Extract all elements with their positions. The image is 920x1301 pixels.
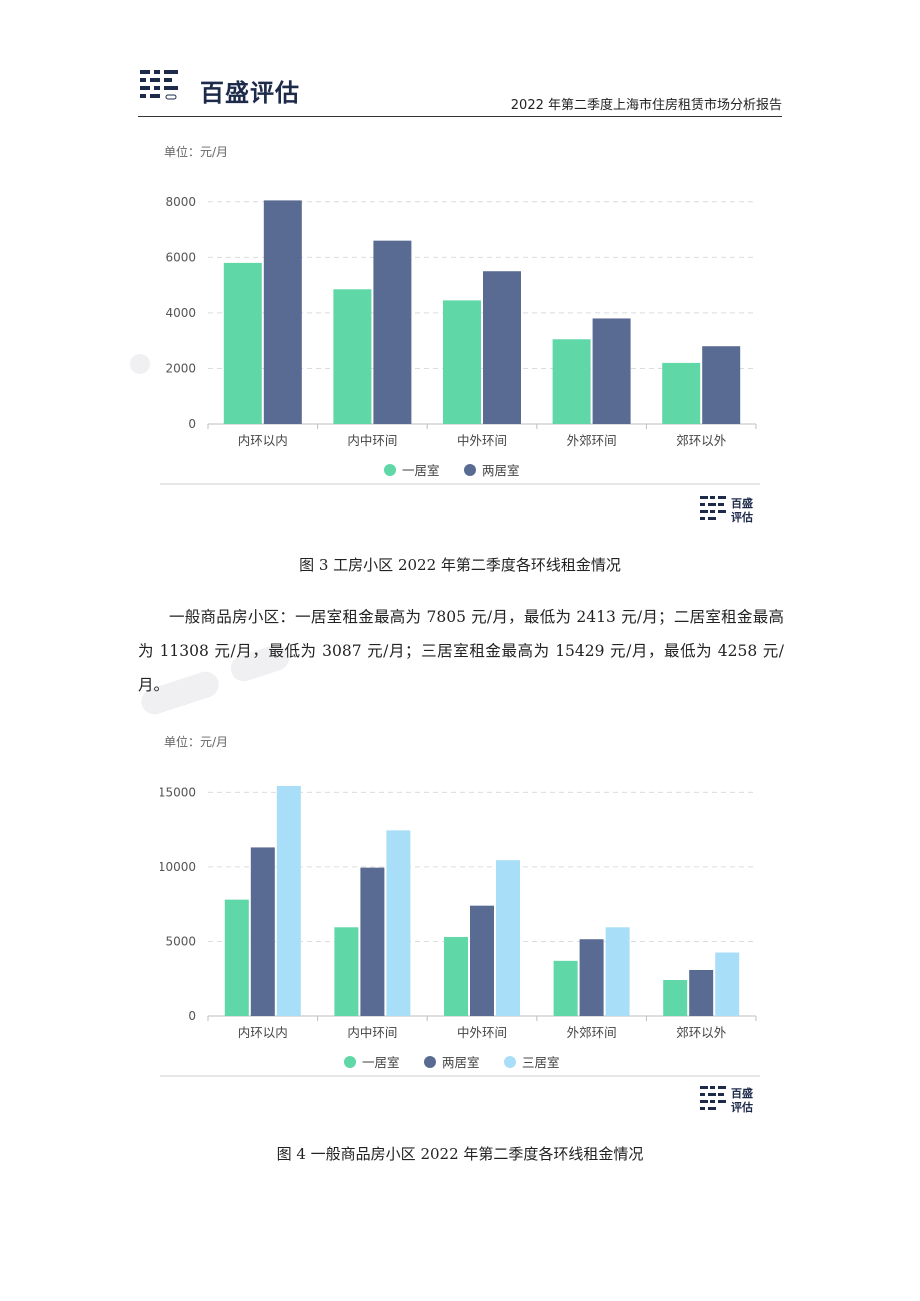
bar [263, 200, 302, 424]
logo-mark [710, 1086, 715, 1089]
logo-mark [718, 496, 726, 499]
bar [662, 362, 701, 424]
y-tick-label: 5000 [165, 934, 196, 948]
bar [223, 262, 262, 424]
legend-label: 三居室 [522, 1055, 560, 1070]
brand-logo-icon [140, 70, 178, 100]
bar [470, 905, 494, 1016]
legend-swatch [424, 1056, 436, 1068]
x-category-label: 外郊环间 [567, 1025, 617, 1040]
logo-text-bottom: 评估 [731, 1100, 753, 1114]
bar [496, 860, 520, 1016]
bar [386, 830, 411, 1016]
logo-mark [718, 503, 724, 506]
logo-text-bottom: 评估 [731, 510, 753, 524]
bar [250, 847, 275, 1016]
logo-mark [718, 1093, 724, 1096]
logo-mark [700, 1086, 708, 1089]
bar [443, 300, 481, 424]
y-tick-label: 6000 [165, 250, 196, 264]
bar [592, 318, 631, 424]
figure-caption-4: 图 4 一般商品房小区 2022 年第二季度各环线租金情况 [276, 1145, 644, 1163]
y-tick-label: 0 [188, 1009, 196, 1023]
logo-mark [700, 1100, 708, 1103]
y-tick-label: 15000 [160, 785, 196, 799]
logo-mark [700, 510, 708, 513]
legend-label: 一居室 [362, 1055, 400, 1070]
bar [333, 289, 372, 424]
figure-caption-3: 图 3 工房小区 2022 年第二季度各环线租金情况 [299, 556, 621, 574]
x-category-label: 内环以内 [238, 433, 288, 448]
logo-mark [700, 496, 708, 499]
bar [334, 927, 359, 1016]
y-tick-label: 2000 [165, 361, 196, 375]
logo-mark [710, 510, 715, 513]
bar [553, 960, 578, 1016]
x-category-label: 中外环间 [457, 433, 507, 448]
y-tick-label: 4000 [165, 306, 196, 320]
bar [689, 969, 714, 1016]
y-tick-label: 8000 [165, 195, 196, 209]
unit-label: 单位：元/月 [164, 144, 228, 159]
logo-mark [718, 1100, 726, 1103]
x-category-label: 外郊环间 [567, 433, 617, 448]
logo-mark [700, 1107, 705, 1110]
chart-workers-housing: 单位：元/月 0 2000 4000 6000 8000 内环以内 内中环间 中外环间 外郊环间 郊… [160, 138, 760, 528]
bar [663, 980, 688, 1016]
legend-swatch [504, 1056, 516, 1068]
legend-label: 两居室 [442, 1055, 480, 1070]
bar [552, 339, 591, 424]
x-category-label: 内环以内 [238, 1025, 288, 1040]
logo-mark [718, 510, 726, 513]
logo-mark [708, 1107, 716, 1110]
bar [360, 867, 385, 1016]
bar [444, 936, 468, 1016]
logo-mark [708, 503, 716, 506]
logo-mark [718, 1086, 726, 1089]
chart-commercial-housing: 单位：元/月 0 5000 10000 15000 内环以内 内中环间 中外环间 外郊环间 郊环以… [160, 728, 760, 1120]
unit-label: 单位：元/月 [164, 734, 228, 749]
legend-label: 两居室 [482, 463, 520, 478]
chart-watermark-logo: 百盛评估 [700, 1086, 753, 1114]
bar [373, 240, 412, 424]
bar [276, 785, 301, 1016]
x-category-label: 中外环间 [457, 1025, 507, 1040]
logo-text-top: 百盛 [731, 1086, 753, 1100]
logo-mark [708, 1093, 716, 1096]
logo-mark [700, 1093, 705, 1096]
logo-mark [708, 517, 716, 520]
legend-label: 一居室 [402, 463, 440, 478]
logo-mark [700, 503, 705, 506]
x-category-label: 郊环以外 [676, 433, 727, 448]
legend-swatch [344, 1056, 356, 1068]
bar [483, 271, 521, 424]
chart-watermark-logo: 百盛评估 [700, 496, 753, 524]
x-category-label: 内中环间 [347, 433, 397, 448]
logo-mark [710, 496, 715, 499]
logo-text-top: 百盛 [731, 496, 753, 510]
bar-chart-svg: 单位：元/月 0 5000 10000 15000 内环以内 内中环间 中外环间 外郊环间 郊环以… [160, 734, 760, 1114]
x-category-label: 郊环以外 [676, 1025, 727, 1040]
legend-swatch [464, 464, 476, 476]
brand-name: 百盛评估 [200, 79, 300, 107]
bar [579, 939, 604, 1016]
bar [605, 927, 630, 1016]
bar-chart-svg: 单位：元/月 0 2000 4000 6000 8000 内环以内 内中环间 中外环间 外郊环间 郊… [160, 144, 760, 524]
y-tick-label: 10000 [160, 860, 196, 874]
logo-mark [700, 517, 705, 520]
legend-swatch [384, 464, 396, 476]
brand-logo: 百盛评估 [138, 66, 318, 110]
y-tick-label: 0 [188, 417, 196, 431]
report-title: 2022 年第二季度上海市住房租赁市场分析报告 [510, 98, 782, 113]
bar [224, 899, 249, 1016]
x-category-label: 内中环间 [347, 1025, 397, 1040]
bar [702, 346, 741, 424]
bar [715, 952, 740, 1016]
logo-mark [710, 1100, 715, 1103]
page-header: 百盛评估 2022 年第二季度上海市住房租赁市场分析报告 [138, 66, 782, 117]
body-paragraph: 一般商品房小区：一居室租金最高为 7805 元/月，最低为 2413 元/月；二… [138, 608, 784, 694]
